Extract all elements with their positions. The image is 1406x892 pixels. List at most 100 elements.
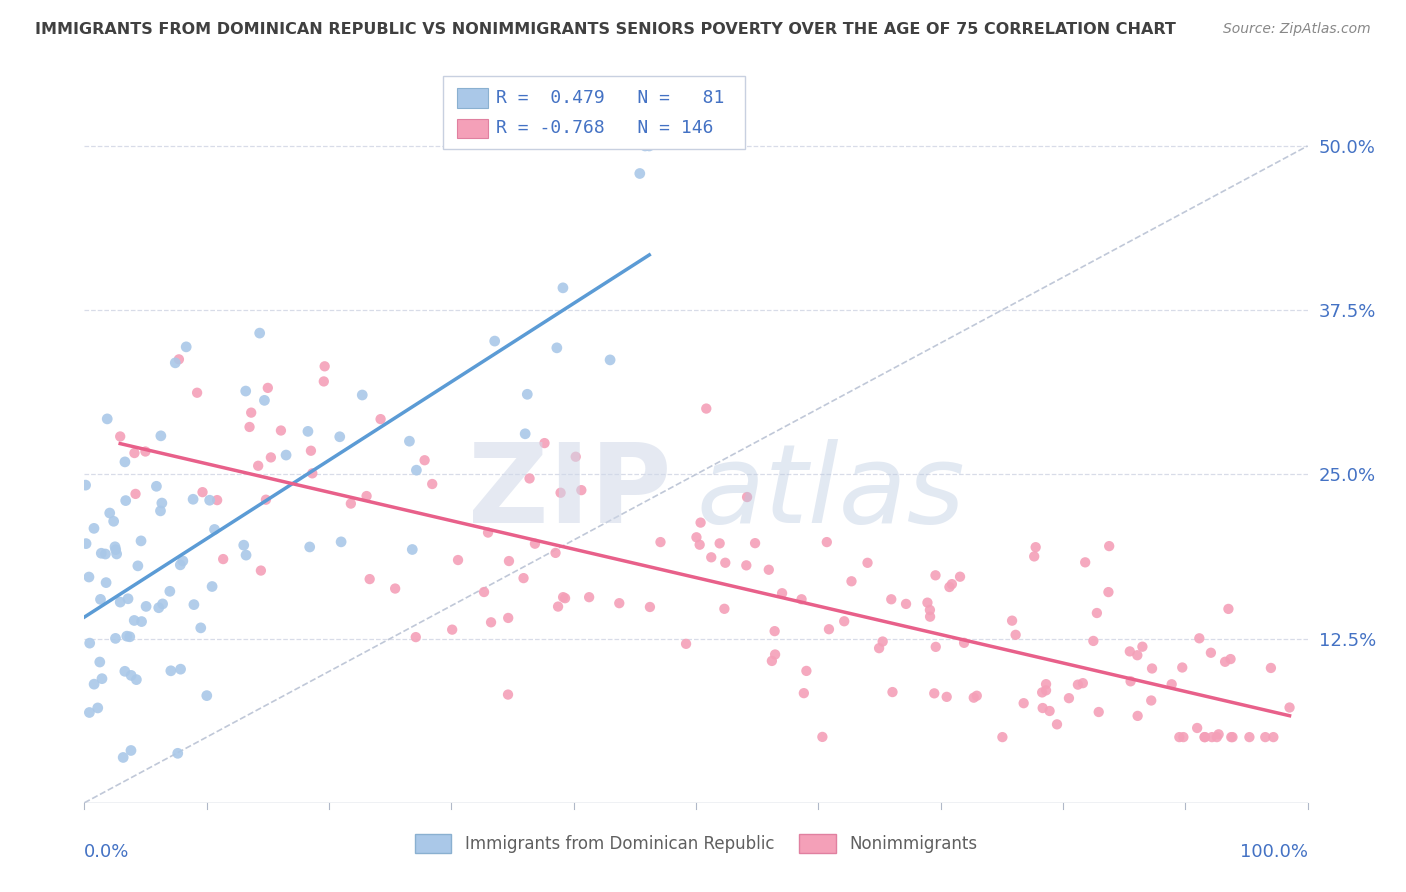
Point [401, 542, 423, 557]
Point [254, 492, 277, 507]
Point [735, 490, 758, 504]
Point [918, 603, 941, 617]
Point [75, 536, 97, 550]
Point [195, 689, 218, 703]
Point [516, 387, 538, 401]
Point [256, 381, 278, 395]
Point [925, 640, 948, 654]
Point [201, 580, 224, 594]
Point [796, 664, 818, 678]
Point [1031, 685, 1053, 699]
Point [87, 701, 110, 715]
Point [634, 139, 657, 153]
Point [472, 585, 495, 599]
Point [949, 570, 972, 584]
Point [1097, 585, 1119, 599]
Text: 100.0%: 100.0% [1240, 843, 1308, 861]
Point [91, 672, 114, 686]
Text: R =  0.479   N =   81: R = 0.479 N = 81 [496, 89, 724, 107]
Point [301, 467, 323, 481]
Point [1085, 606, 1108, 620]
Point [115, 629, 138, 643]
Point [1024, 549, 1046, 564]
Point [204, 523, 226, 537]
Point [105, 547, 128, 561]
Point [238, 420, 260, 434]
Point [953, 636, 976, 650]
Point [550, 485, 572, 500]
Point [872, 634, 894, 648]
Point [880, 592, 903, 607]
Point [240, 406, 263, 420]
Point [920, 609, 942, 624]
Point [75, 478, 97, 492]
Point [298, 540, 321, 554]
Point [260, 450, 283, 465]
Point [247, 458, 270, 473]
Point [569, 483, 592, 497]
Point [98, 506, 121, 520]
Point [118, 630, 141, 644]
Text: Source: ZipAtlas.com: Source: ZipAtlas.com [1223, 22, 1371, 37]
Point [770, 586, 793, 600]
Point [544, 546, 567, 560]
Point [96, 412, 118, 426]
Point [477, 525, 499, 540]
Point [1213, 655, 1236, 669]
Point [441, 623, 464, 637]
Point [249, 326, 271, 340]
Point [297, 425, 319, 439]
Point [181, 492, 204, 507]
Point [94, 575, 117, 590]
Point [966, 689, 988, 703]
Point [103, 514, 125, 528]
Point [352, 388, 374, 402]
Point [689, 538, 711, 552]
Point [169, 558, 191, 572]
Point [127, 558, 149, 573]
Point [1222, 730, 1244, 744]
Point [1119, 674, 1142, 689]
Point [811, 730, 834, 744]
Point [114, 665, 136, 679]
Point [917, 596, 939, 610]
Point [108, 595, 131, 609]
Point [420, 477, 443, 491]
Point [551, 281, 574, 295]
Point [553, 590, 575, 604]
Point [763, 648, 786, 662]
Point [479, 615, 502, 630]
Point [1098, 539, 1121, 553]
Point [356, 489, 378, 503]
Point [148, 600, 170, 615]
Point [1254, 730, 1277, 744]
Text: atlas: atlas [696, 439, 965, 546]
Point [1260, 661, 1282, 675]
Point [763, 624, 786, 639]
Point [554, 591, 576, 606]
Point [1126, 709, 1149, 723]
Point [790, 592, 813, 607]
Point [1012, 696, 1035, 710]
Point [1132, 640, 1154, 654]
Point [186, 385, 208, 400]
Point [1220, 730, 1243, 744]
Point [124, 487, 146, 501]
Point [1001, 614, 1024, 628]
Point [314, 359, 336, 374]
Point [1083, 634, 1105, 648]
Point [405, 630, 427, 644]
Point [1004, 628, 1026, 642]
Text: 0.0%: 0.0% [84, 843, 129, 861]
Point [117, 591, 139, 606]
Point [1263, 730, 1285, 744]
Point [1067, 678, 1090, 692]
Point [1025, 540, 1047, 554]
Point [384, 582, 406, 596]
Point [370, 412, 392, 426]
Point [761, 654, 783, 668]
Point [405, 463, 427, 477]
Point [167, 352, 190, 367]
Point [89, 592, 111, 607]
Text: R = -0.768   N = 146: R = -0.768 N = 146 [496, 120, 714, 137]
